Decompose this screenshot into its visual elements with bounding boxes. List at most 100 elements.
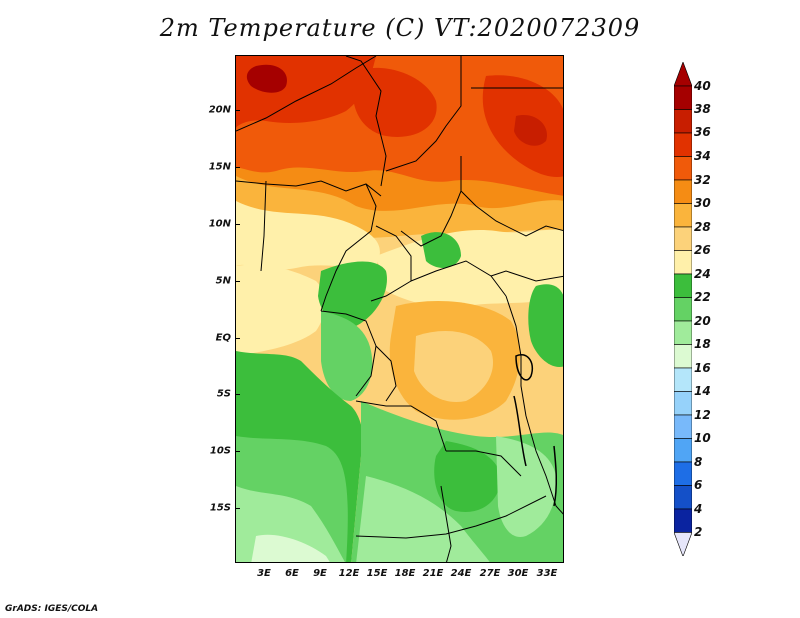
colorbar-label: 30 — [694, 196, 711, 210]
y-tick-20N: 20N — [208, 104, 231, 116]
chart-title: 2m Temperature (C) VT:2020072309 — [159, 14, 641, 42]
field-36-center — [352, 67, 437, 137]
colorbar-cell — [674, 344, 692, 369]
border-drc-zambia — [446, 450, 522, 477]
border-angola-drc — [355, 400, 447, 452]
colorbar-label: 12 — [694, 408, 711, 422]
field-26-west — [236, 201, 380, 270]
colorbar-label: 8 — [694, 455, 703, 469]
border-south-sudan — [490, 270, 563, 282]
field-24-cameroon — [318, 261, 387, 327]
colorbar-cells — [674, 62, 692, 556]
field-38-ne — [514, 115, 547, 146]
border-drc-uganda — [505, 295, 527, 417]
y-tick-5S: 5S — [216, 388, 231, 400]
colorbar-label: 6 — [694, 478, 703, 492]
colorbar — [674, 62, 692, 556]
colorbar-label: 40 — [694, 79, 711, 93]
x-tick-18E: 18E — [394, 568, 416, 579]
border-libya-chad — [385, 56, 462, 172]
colorbar-label: 20 — [694, 314, 711, 328]
country-borders — [236, 56, 563, 562]
y-tick-EQ: EQ — [215, 332, 231, 344]
x-tick-6E: 6E — [285, 568, 299, 579]
temperature-map — [235, 55, 564, 563]
colorbar-cell — [674, 391, 692, 416]
x-tick-12E: 12E — [338, 568, 360, 579]
field-24-zambia — [434, 441, 501, 512]
colorbar-cell — [674, 414, 692, 439]
y-tickmark — [235, 451, 240, 452]
colorbar-label: 34 — [694, 149, 711, 163]
colorbar-cell — [674, 438, 692, 463]
field-40-nw — [246, 64, 287, 93]
colorbar-cell — [674, 85, 692, 110]
y-tick-15N: 15N — [208, 161, 231, 173]
y-tickmark — [235, 508, 240, 509]
x-tick-30E: 30E — [507, 568, 529, 579]
x-tick-24E: 24E — [450, 568, 472, 579]
colorbar-label: 10 — [694, 431, 711, 445]
credit-text: GrADS: IGES/COLA — [5, 604, 99, 614]
border-congo-drc — [375, 345, 397, 402]
y-tick-10S: 10S — [209, 445, 231, 457]
colorbar-label: 32 — [694, 173, 711, 187]
y-tickmark — [235, 338, 240, 339]
border-benin-nigeria — [260, 180, 267, 272]
colorbar-cell — [674, 273, 692, 298]
border-gabon-congo — [320, 310, 377, 397]
field-22-gabon — [321, 311, 373, 401]
colorbar-label: 14 — [694, 384, 711, 398]
colorbar-cell — [674, 367, 692, 392]
border-angola-namibia — [355, 495, 547, 539]
colorbar-label: 36 — [694, 125, 711, 139]
colorbar-cell — [674, 179, 692, 204]
colorbar-label: 18 — [694, 337, 711, 351]
x-tick-3E: 3E — [257, 568, 271, 579]
colorbar-bottom-arrow — [674, 532, 692, 556]
field-26-coast — [236, 264, 326, 356]
colorbar-label: 4 — [694, 502, 703, 516]
colorbar-label: 38 — [694, 102, 711, 116]
border-sudan — [460, 190, 563, 237]
border-cameroon-car — [370, 225, 412, 302]
colorbar-label: 22 — [694, 290, 711, 304]
x-tick-9E: 9E — [313, 568, 327, 579]
field-20-south — [356, 476, 490, 562]
colorbar-label: 16 — [694, 361, 711, 375]
colorbar-cell — [674, 109, 692, 134]
y-tick-10N: 10N — [208, 218, 231, 230]
border-algeria-niger — [236, 56, 377, 132]
colorbar-top-arrow — [674, 62, 692, 87]
colorbar-cell — [674, 320, 692, 345]
y-tick-5N: 5N — [215, 275, 231, 287]
y-tickmark — [235, 281, 240, 282]
field-28-congo — [414, 331, 494, 402]
lakes — [513, 354, 558, 507]
colorbar-cell — [674, 485, 692, 510]
colorbar-cell — [674, 203, 692, 228]
map-svg — [236, 56, 563, 562]
x-tick-15E: 15E — [366, 568, 388, 579]
lake-malawi — [553, 445, 558, 507]
field-26-east — [376, 229, 563, 308]
y-tickmark — [235, 224, 240, 225]
x-tick-33E: 33E — [536, 568, 558, 579]
colorbar-cell — [674, 250, 692, 275]
colorbar-label: 2 — [694, 525, 703, 539]
border-niger-chad — [345, 56, 387, 187]
colorbar-cell — [674, 297, 692, 322]
colorbar-label: 26 — [694, 243, 711, 257]
y-tickmark — [235, 167, 240, 168]
colorbar-cell — [674, 508, 692, 533]
x-tick-27E: 27E — [479, 568, 501, 579]
colorbar-label: 24 — [694, 267, 711, 281]
x-tick-21E: 21E — [422, 568, 444, 579]
lake-tanganyika — [513, 395, 527, 467]
border-car-drc — [410, 260, 507, 297]
colorbar-cell — [674, 156, 692, 181]
field-24-east — [528, 284, 563, 367]
y-tick-15S: 15S — [209, 502, 231, 514]
y-tickmark — [235, 394, 240, 395]
colorbar-cell — [674, 461, 692, 486]
